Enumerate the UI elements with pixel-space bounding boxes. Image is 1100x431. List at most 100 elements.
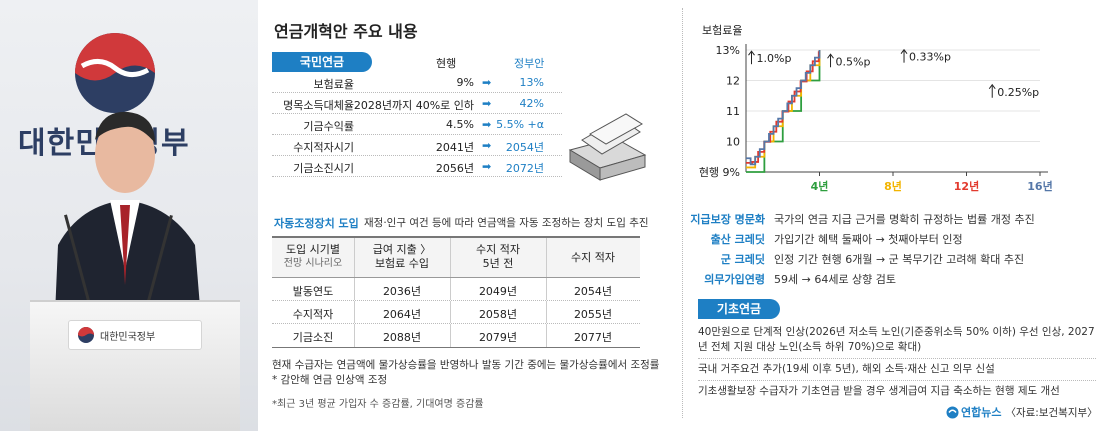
- row-proposal: 5.5% +α: [496, 118, 544, 131]
- col-scenario-line1: 도입 시기별: [285, 243, 341, 256]
- feature-row: 의무가입연령 59세 → 64세로 상향 검토: [690, 268, 1095, 288]
- col-scenario-header: 도입 시기별 전망 시나리오: [272, 243, 354, 271]
- right-arrow-icon: ➡: [482, 118, 492, 131]
- row-proposal: 13%: [519, 76, 544, 89]
- podium: 대한민국정부: [30, 300, 240, 431]
- yonhap-logo-text: 연합뉴스: [961, 406, 1002, 419]
- right-panel: 보험료율 13% 12 11 10 현행 9% 4년 8년 12년 16년 1.0%p 0.5%p 0.…: [690, 0, 1100, 431]
- series-line: [746, 50, 821, 166]
- footer: 연합뉴스 〈자료:보건복지부〉: [946, 404, 1098, 420]
- auto-adjust-table-header: 도입 시기별 전망 시나리오 급여 지출 〉 보험료 수입 수지 적자 5년 전…: [272, 238, 640, 278]
- cell-deficit: 2077년: [573, 331, 613, 344]
- source-text: 〈자료:보건복지부〉: [1005, 406, 1098, 419]
- col-expense-line1: 급여 지출 〉: [372, 243, 432, 256]
- feature-label: 군 크레딧: [720, 253, 765, 266]
- col-deficit-5y-line2: 5년 전: [482, 257, 514, 270]
- series-annotation: 0.5%p: [836, 55, 871, 68]
- feature-row: 군 크레딧 인정 기간 현행 6개월 → 군 복무기간 고려해 확대 추진: [690, 248, 1095, 268]
- cell-deficit-5y: 2079년: [478, 331, 518, 344]
- annotation-arrowhead: [748, 50, 755, 56]
- x-tick-label: 16년: [1027, 179, 1052, 193]
- national-pension-table: 국민연금 현행 정부안 보험료율 9% ➡ 13% 명목소득대체율 2028년까지 40%…: [272, 52, 562, 177]
- right-arrow-icon: ➡: [482, 160, 492, 173]
- cell-deficit: 2054년: [573, 285, 613, 298]
- col-expense-line2: 보험료 수입: [374, 257, 430, 270]
- series-annotation: 1.0%p: [757, 52, 792, 65]
- row-current: 4.5%: [446, 118, 474, 131]
- y-tick-label: 13%: [716, 44, 740, 57]
- row-proposal: 42%: [519, 97, 544, 110]
- row-label: 기금소진시기: [293, 162, 354, 175]
- col-expense-header: 급여 지출 〉 보험료 수입: [354, 243, 450, 271]
- y-tick-label: 10: [726, 136, 740, 149]
- row-current: 2041년: [435, 141, 474, 154]
- y-tick-label: 11: [726, 105, 740, 118]
- row-label: 기금수익률: [303, 120, 354, 133]
- feature-label: 출산 크레딧: [710, 233, 765, 246]
- feature-label: 지급보장 명문화: [690, 213, 765, 226]
- header-proposal: 정부안: [514, 57, 545, 70]
- auto-adjust-footnote: *최근 3년 평균 가입자 수 증감률, 기대여명 증감률: [272, 399, 484, 410]
- row-current: 2028년까지 40%로 인하: [353, 99, 474, 112]
- national-pension-label: 국민연금: [272, 52, 372, 72]
- cell-deficit-5y: 2058년: [478, 308, 518, 321]
- feature-label: 의무가입연령: [704, 273, 765, 286]
- x-tick-label: 12년: [954, 179, 979, 193]
- cell-scenario: 기금소진: [292, 331, 334, 344]
- annotation-arrowhead: [827, 53, 834, 59]
- row-proposal: 2054년: [505, 141, 544, 154]
- header-current: 현행: [436, 57, 457, 70]
- yonhap-logo-icon: [946, 406, 959, 418]
- cell-scenario: 발동연도: [292, 285, 334, 298]
- annotation-arrowhead: [988, 83, 996, 90]
- cell-deficit-5y: 2049년: [478, 285, 518, 298]
- cell-expense: 2064년: [382, 308, 422, 321]
- podium-nameplate: 대한민국정부: [68, 320, 202, 350]
- feature-row: 출산 크레딧 가입기간 혜택 둘째아 → 첫째아부터 인정: [690, 228, 1095, 248]
- podium-emblem-icon: [78, 327, 94, 343]
- podium-text: 대한민국정부: [100, 331, 156, 343]
- basic-pension-label: 기초연금: [698, 299, 780, 319]
- x-tick-label: 8년: [884, 179, 902, 193]
- auto-adjust-desc: 재정·인구 여건 등에 따라 연금액을 자동 조정하는 장치 도입 추진: [364, 217, 649, 229]
- series-line: [746, 50, 821, 169]
- feature-row: 지급보장 명문화 국가의 연금 지급 근거를 명확히 규정하는 법률 개정 추진: [690, 208, 1095, 228]
- yonhap-logo: 연합뉴스: [946, 404, 1001, 420]
- government-emblem-icon: [75, 33, 155, 113]
- table-row: 발동연도 2036년 2049년 2054년: [272, 278, 640, 301]
- page-title: 연금개혁안 주요 내용: [274, 22, 418, 41]
- feature-desc: 국가의 연금 지급 근거를 명확히 규정하는 법률 개정 추진: [774, 213, 1035, 226]
- annotation-arrowhead: [900, 48, 908, 54]
- basic-pension-list: 40만원으로 단계적 인상(2026년 저소득 노인(기준중위소득 50% 이하…: [698, 322, 1096, 402]
- col-deficit-5y-line1: 수지 적자: [476, 243, 520, 256]
- contribution-rate-chart: 보험료율 13% 12 11 10 현행 9% 4년 8년 12년 16년 1.0%p 0.5%p 0.…: [699, 24, 1053, 193]
- national-pension-row: 수지적자시기 2041년 ➡ 2054년: [272, 135, 562, 156]
- national-pension-row: 기금수익률 4.5% ➡ 5.5% +α: [272, 114, 562, 135]
- row-label: 명목소득대체율: [283, 99, 354, 112]
- col-deficit-header: 수지 적자: [571, 251, 615, 264]
- middle-panel: 연금개혁안 주요 내용 국민연금 현행 정부안 보험료율 9% ➡ 13% 명목소득대체…: [272, 0, 672, 431]
- feature-desc: 인정 기간 현행 6개월 → 군 복무기간 고려해 확대 추진: [774, 253, 1025, 266]
- row-label: 보험료율: [313, 78, 354, 91]
- basic-pension-item: 기초생활보장 수급자가 기초연금 받을 경우 생계급여 지급 축소하는 현행 제…: [698, 385, 1060, 397]
- row-current: 2056년: [435, 162, 474, 175]
- basic-pension-item: 국내 거주요건 추가(19세 이후 5년), 해외 소득·재산 신고 의무 신설: [698, 359, 1096, 381]
- money-stack-icon: [568, 113, 647, 181]
- feature-desc: 가입기간 혜택 둘째아 → 첫째아부터 인정: [774, 233, 963, 246]
- y-tick-label: 현행 9%: [699, 166, 740, 179]
- auto-adjust-note: 현재 수급자는 연금액에 물가상승률을 반영하나 발동 기간 중에는 물가상승률…: [272, 359, 660, 386]
- section-divider: [682, 8, 683, 418]
- national-pension-row: 보험료율 9% ➡ 13%: [272, 72, 562, 93]
- national-pension-header: 국민연금 현행 정부안: [272, 52, 562, 72]
- feature-desc: 59세 → 64세로 상향 검토: [774, 273, 897, 286]
- national-pension-row: 명목소득대체율 2028년까지 40%로 인하 ➡ 42%: [272, 93, 562, 114]
- row-current: 9%: [456, 76, 474, 89]
- table-row: 수지적자 2064년 2058년 2055년: [272, 301, 640, 324]
- row-label: 수지적자시기: [293, 141, 354, 154]
- series-line: [746, 51, 820, 164]
- auto-adjust-title: 자동조정장치 도입: [274, 217, 359, 230]
- col-scenario-line2: 전망 시나리오: [283, 258, 343, 269]
- press-photo: 대한민국정부 대한민국정부: [0, 0, 258, 431]
- right-arrow-icon: ➡: [482, 76, 492, 89]
